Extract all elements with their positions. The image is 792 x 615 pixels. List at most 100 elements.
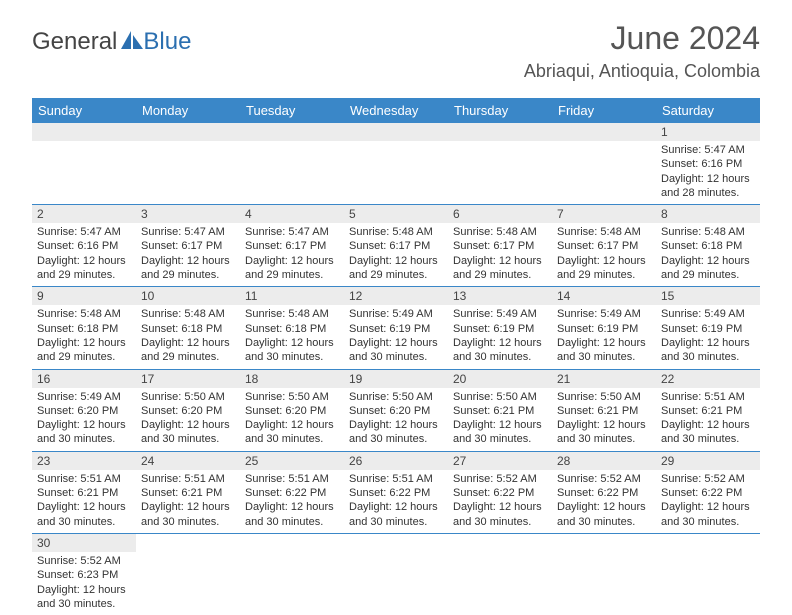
day-number: 28: [552, 452, 656, 470]
calendar-cell: 21Sunrise: 5:50 AMSunset: 6:21 PMDayligh…: [552, 369, 656, 451]
location-text: Abriaqui, Antioquia, Colombia: [524, 61, 760, 82]
daylight-text-1: Daylight: 12 hours: [245, 336, 339, 350]
day-number: 3: [136, 205, 240, 223]
day-number: 12: [344, 287, 448, 305]
daylight-text-2: and 30 minutes.: [557, 350, 651, 364]
daylight-text-1: Daylight: 12 hours: [349, 418, 443, 432]
daylight-text-1: Daylight: 12 hours: [37, 254, 131, 268]
calendar-cell: [240, 123, 344, 205]
sunrise-text: Sunrise: 5:48 AM: [453, 225, 547, 239]
calendar-cell: 6Sunrise: 5:48 AMSunset: 6:17 PMDaylight…: [448, 205, 552, 287]
calendar-cell: 19Sunrise: 5:50 AMSunset: 6:20 PMDayligh…: [344, 369, 448, 451]
day-header: Wednesday: [344, 98, 448, 123]
day-details: Sunrise: 5:48 AMSunset: 6:18 PMDaylight:…: [240, 305, 344, 368]
day-header: Saturday: [656, 98, 760, 123]
sunrise-text: Sunrise: 5:47 AM: [245, 225, 339, 239]
day-number: 17: [136, 370, 240, 388]
day-details: Sunrise: 5:52 AMSunset: 6:23 PMDaylight:…: [32, 552, 136, 615]
logo: General Blue: [32, 28, 191, 56]
daylight-text-2: and 30 minutes.: [245, 350, 339, 364]
sunset-text: Sunset: 6:20 PM: [141, 404, 235, 418]
calendar-cell: 30Sunrise: 5:52 AMSunset: 6:23 PMDayligh…: [32, 533, 136, 615]
calendar-cell: 10Sunrise: 5:48 AMSunset: 6:18 PMDayligh…: [136, 287, 240, 369]
daylight-text-2: and 30 minutes.: [557, 515, 651, 529]
day-number: 11: [240, 287, 344, 305]
sunset-text: Sunset: 6:22 PM: [349, 486, 443, 500]
calendar-cell: 20Sunrise: 5:50 AMSunset: 6:21 PMDayligh…: [448, 369, 552, 451]
sunset-text: Sunset: 6:22 PM: [557, 486, 651, 500]
calendar-cell: [240, 533, 344, 615]
day-details: Sunrise: 5:50 AMSunset: 6:21 PMDaylight:…: [552, 388, 656, 451]
daylight-text-2: and 30 minutes.: [453, 350, 547, 364]
daylight-text-2: and 30 minutes.: [349, 432, 443, 446]
daylight-text-2: and 29 minutes.: [37, 268, 131, 282]
day-number: 7: [552, 205, 656, 223]
sunrise-text: Sunrise: 5:49 AM: [37, 390, 131, 404]
day-number: 1: [656, 123, 760, 141]
day-details: Sunrise: 5:49 AMSunset: 6:20 PMDaylight:…: [32, 388, 136, 451]
calendar-cell: 5Sunrise: 5:48 AMSunset: 6:17 PMDaylight…: [344, 205, 448, 287]
sunrise-text: Sunrise: 5:50 AM: [557, 390, 651, 404]
calendar-cell: 24Sunrise: 5:51 AMSunset: 6:21 PMDayligh…: [136, 451, 240, 533]
sunrise-text: Sunrise: 5:49 AM: [349, 307, 443, 321]
sunrise-text: Sunrise: 5:50 AM: [453, 390, 547, 404]
calendar-row: 30Sunrise: 5:52 AMSunset: 6:23 PMDayligh…: [32, 533, 760, 615]
day-header: Sunday: [32, 98, 136, 123]
calendar-cell: 22Sunrise: 5:51 AMSunset: 6:21 PMDayligh…: [656, 369, 760, 451]
sunrise-text: Sunrise: 5:51 AM: [141, 472, 235, 486]
day-details: Sunrise: 5:49 AMSunset: 6:19 PMDaylight:…: [448, 305, 552, 368]
daylight-text-1: Daylight: 12 hours: [349, 254, 443, 268]
daylight-text-1: Daylight: 12 hours: [37, 500, 131, 514]
day-details: Sunrise: 5:51 AMSunset: 6:21 PMDaylight:…: [656, 388, 760, 451]
calendar-cell: 27Sunrise: 5:52 AMSunset: 6:22 PMDayligh…: [448, 451, 552, 533]
day-details: Sunrise: 5:47 AMSunset: 6:16 PMDaylight:…: [656, 141, 760, 204]
daylight-text-1: Daylight: 12 hours: [557, 336, 651, 350]
calendar-cell: 16Sunrise: 5:49 AMSunset: 6:20 PMDayligh…: [32, 369, 136, 451]
calendar-cell: [136, 123, 240, 205]
daylight-text-1: Daylight: 12 hours: [245, 418, 339, 432]
sunset-text: Sunset: 6:17 PM: [557, 239, 651, 253]
daylight-text-1: Daylight: 12 hours: [557, 418, 651, 432]
daylight-text-1: Daylight: 12 hours: [349, 500, 443, 514]
day-number: 24: [136, 452, 240, 470]
day-details: Sunrise: 5:48 AMSunset: 6:17 PMDaylight:…: [448, 223, 552, 286]
calendar-cell: 15Sunrise: 5:49 AMSunset: 6:19 PMDayligh…: [656, 287, 760, 369]
sunrise-text: Sunrise: 5:47 AM: [661, 143, 755, 157]
sunset-text: Sunset: 6:17 PM: [245, 239, 339, 253]
day-number: 25: [240, 452, 344, 470]
sunrise-text: Sunrise: 5:52 AM: [453, 472, 547, 486]
sunrise-text: Sunrise: 5:51 AM: [349, 472, 443, 486]
day-details: Sunrise: 5:47 AMSunset: 6:16 PMDaylight:…: [32, 223, 136, 286]
daylight-text-1: Daylight: 12 hours: [245, 254, 339, 268]
day-number: 16: [32, 370, 136, 388]
calendar-cell: [344, 123, 448, 205]
calendar-row: 2Sunrise: 5:47 AMSunset: 6:16 PMDaylight…: [32, 205, 760, 287]
daylight-text-1: Daylight: 12 hours: [453, 418, 547, 432]
calendar-cell: 28Sunrise: 5:52 AMSunset: 6:22 PMDayligh…: [552, 451, 656, 533]
calendar-cell: [552, 533, 656, 615]
calendar-cell: 3Sunrise: 5:47 AMSunset: 6:17 PMDaylight…: [136, 205, 240, 287]
day-header: Monday: [136, 98, 240, 123]
sunset-text: Sunset: 6:20 PM: [245, 404, 339, 418]
sunrise-text: Sunrise: 5:47 AM: [141, 225, 235, 239]
calendar-row: 1Sunrise: 5:47 AMSunset: 6:16 PMDaylight…: [32, 123, 760, 205]
sunrise-text: Sunrise: 5:51 AM: [245, 472, 339, 486]
day-details: Sunrise: 5:52 AMSunset: 6:22 PMDaylight:…: [552, 470, 656, 533]
day-number: 4: [240, 205, 344, 223]
calendar-cell: 23Sunrise: 5:51 AMSunset: 6:21 PMDayligh…: [32, 451, 136, 533]
day-number: 14: [552, 287, 656, 305]
day-number: 15: [656, 287, 760, 305]
sunset-text: Sunset: 6:20 PM: [37, 404, 131, 418]
daylight-text-1: Daylight: 12 hours: [141, 254, 235, 268]
calendar-cell: 4 Sunrise: 5:47 AMSunset: 6:17 PMDaylight…: [240, 205, 344, 287]
calendar-cell: 9Sunrise: 5:48 AMSunset: 6:18 PMDaylight…: [32, 287, 136, 369]
daylight-text-2: and 30 minutes.: [349, 515, 443, 529]
daylight-text-2: and 30 minutes.: [557, 432, 651, 446]
day-details: Sunrise: 5:48 AMSunset: 6:17 PMDaylight:…: [552, 223, 656, 286]
day-number: 21: [552, 370, 656, 388]
sunrise-text: Sunrise: 5:52 AM: [37, 554, 131, 568]
day-number: 18: [240, 370, 344, 388]
title-block: June 2024 Abriaqui, Antioquia, Colombia: [524, 20, 760, 82]
day-details: Sunrise: 5:49 AMSunset: 6:19 PMDaylight:…: [552, 305, 656, 368]
sunrise-text: Sunrise: 5:50 AM: [349, 390, 443, 404]
